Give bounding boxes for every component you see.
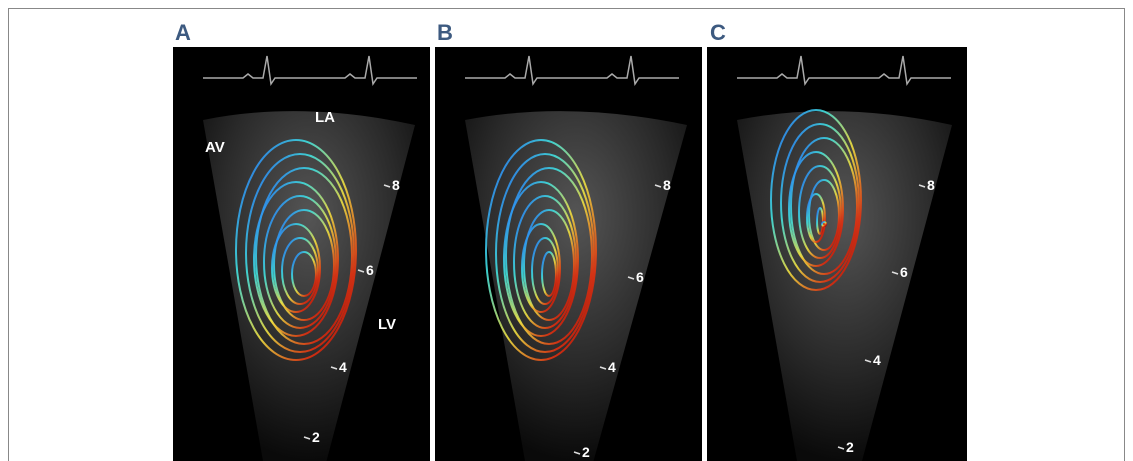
depth-mark: 2 <box>582 444 590 460</box>
streamline <box>281 237 319 305</box>
streamline <box>263 195 337 329</box>
streamline <box>271 223 321 313</box>
depth-tick <box>837 446 845 450</box>
ultrasound-sector <box>203 111 415 461</box>
panel-label: B <box>437 20 453 45</box>
annotation: AV <box>205 139 225 156</box>
panel: A LA AV LV 8 6 4 2 <box>173 20 430 461</box>
streamline <box>521 223 561 313</box>
streamline <box>790 137 858 275</box>
panel: B 8 6 4 2 <box>435 20 702 461</box>
depth-tick <box>383 184 391 188</box>
streamline <box>235 139 357 361</box>
ecg-trace <box>465 55 679 87</box>
streamline <box>531 237 559 305</box>
streamline <box>505 167 593 345</box>
streamline <box>770 109 862 291</box>
streamline <box>788 151 844 267</box>
streamline <box>245 153 355 353</box>
ecg-trace <box>203 55 417 87</box>
streamline <box>273 209 335 321</box>
frame <box>8 8 1125 461</box>
depth-mark: 2 <box>312 429 320 445</box>
streamline <box>808 179 840 251</box>
streamline <box>291 251 317 297</box>
depth-mark: 6 <box>366 262 374 278</box>
depth-tick <box>654 184 662 188</box>
depth-mark: 4 <box>339 359 347 375</box>
depth-tick <box>357 269 365 273</box>
streamline <box>798 165 842 259</box>
depth-tick <box>891 271 899 275</box>
streamline <box>541 251 557 297</box>
depth-mark: 8 <box>927 177 935 193</box>
depth-mark: 6 <box>636 269 644 285</box>
depth-mark: 2 <box>846 439 854 455</box>
streamline <box>485 139 597 361</box>
depth-tick <box>330 366 338 370</box>
depth-tick <box>573 451 581 455</box>
streamline <box>816 207 824 235</box>
depth-tick <box>627 276 635 280</box>
depth-tick <box>599 366 607 370</box>
streamline <box>253 181 339 337</box>
panel-label: C <box>710 20 726 45</box>
streamline <box>806 193 826 243</box>
streamline <box>821 221 827 227</box>
panel: C 8 6 4 2 <box>707 20 967 461</box>
depth-mark: 6 <box>900 264 908 280</box>
depth-mark: 8 <box>663 177 671 193</box>
panel-label: A <box>175 20 191 45</box>
streamline <box>780 123 860 283</box>
depth-mark: 4 <box>873 352 881 368</box>
ecg-trace <box>737 55 951 87</box>
depth-mark: 4 <box>608 359 616 375</box>
depth-mark: 8 <box>392 177 400 193</box>
streamline <box>503 181 579 337</box>
streamline <box>523 209 575 321</box>
depth-tick <box>864 359 872 363</box>
annotation: LV <box>378 316 396 333</box>
annotation: LA <box>315 109 335 126</box>
depth-tick <box>918 184 926 188</box>
streamline <box>255 167 353 345</box>
depth-tick <box>303 436 311 440</box>
streamline <box>495 153 595 353</box>
streamline <box>513 195 577 329</box>
